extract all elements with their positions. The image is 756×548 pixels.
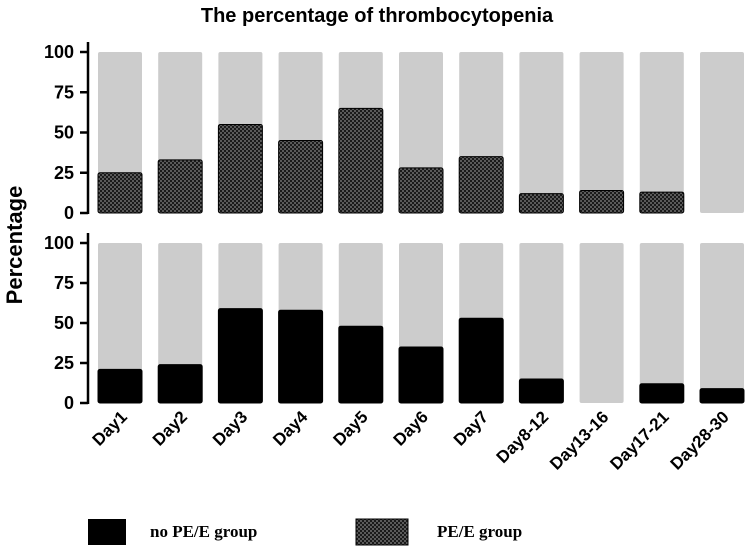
category-label-7: Day8-12	[493, 407, 553, 467]
bar-bottom-3	[278, 309, 324, 404]
category-label-4: Day5	[329, 407, 371, 449]
background-bar-bottom-9	[639, 243, 684, 403]
y-tick-label-bottom-75: 75	[54, 273, 74, 293]
y-tick-label-top-100: 100	[44, 42, 74, 62]
y-tick-label-bottom-25: 25	[54, 353, 74, 373]
bar-top-3	[278, 140, 324, 214]
y-tick-label-top-0: 0	[64, 203, 74, 223]
bar-top-7	[518, 193, 564, 214]
category-label-6: Day7	[450, 407, 492, 449]
y-tick-label-bottom-100: 100	[44, 233, 74, 253]
legend-label-no-pe: no PE/E group	[150, 522, 257, 541]
panel-top: 0 25 50 75 100	[44, 42, 744, 223]
category-label-9: Day17-21	[606, 407, 672, 473]
category-label-8: Day13-16	[546, 407, 612, 473]
category-label-1: Day2	[149, 407, 191, 449]
bar-bottom-2	[217, 308, 263, 404]
category-label-3: Day4	[269, 407, 312, 450]
bar-bottom-9	[639, 383, 685, 404]
bar-bottom-4	[338, 325, 384, 404]
background-bar-bottom-7	[519, 243, 564, 403]
y-tick-label-top-75: 75	[54, 82, 74, 102]
bar-bottom-7	[518, 378, 564, 404]
background-bar-top-10	[700, 52, 744, 213]
background-bar-bottom-8	[579, 243, 624, 403]
background-bar-top-8	[579, 52, 624, 213]
y-axis-label: Percentage	[2, 186, 27, 305]
background-bar-bottom-1	[158, 243, 203, 403]
bar-bottom-1	[157, 364, 203, 404]
y-tick-label-top-50: 50	[54, 123, 74, 143]
legend: no PE/E group PE/E group	[88, 518, 522, 546]
legend-swatch-no-pe	[88, 519, 126, 545]
background-bar-bottom-10	[700, 243, 744, 403]
y-tick-label-top-25: 25	[54, 163, 74, 183]
background-bar-top-7	[519, 52, 564, 213]
y-tick-label-bottom-50: 50	[54, 313, 74, 333]
panels: 0 25 50 75 100 0 25 50 75 100	[44, 42, 745, 413]
background-bar-top-9	[639, 52, 684, 213]
bar-top-9	[639, 191, 685, 214]
chart-title: The percentage of thrombocytopenia	[201, 5, 554, 27]
y-tick-label-bottom-0: 0	[64, 393, 74, 413]
category-label-5: Day6	[390, 407, 432, 449]
bar-bottom-6	[458, 317, 504, 404]
bar-top-0	[97, 172, 143, 214]
bar-top-8	[579, 189, 625, 214]
bar-top-1	[157, 159, 203, 214]
background-bar-bottom-0	[98, 243, 142, 403]
bar-bottom-10	[699, 388, 745, 404]
panel-bottom: 0 25 50 75 100	[44, 233, 745, 413]
bar-top-5	[398, 167, 444, 214]
category-label-0: Day1	[89, 407, 131, 449]
bar-bottom-5	[398, 346, 444, 404]
legend-label-pe: PE/E group	[437, 522, 522, 541]
category-labels: Day1 Day2 Day3 Day4 Day5 Day6 Day7 Day8-12Day13…	[89, 407, 733, 474]
category-label-2: Day3	[209, 407, 251, 449]
bar-top-6	[458, 156, 504, 214]
bar-top-2	[217, 123, 263, 214]
category-label-10: Day28-30	[667, 407, 733, 473]
legend-swatch-pe	[355, 518, 409, 546]
bar-top-4	[338, 107, 384, 214]
bar-bottom-0	[97, 368, 143, 404]
